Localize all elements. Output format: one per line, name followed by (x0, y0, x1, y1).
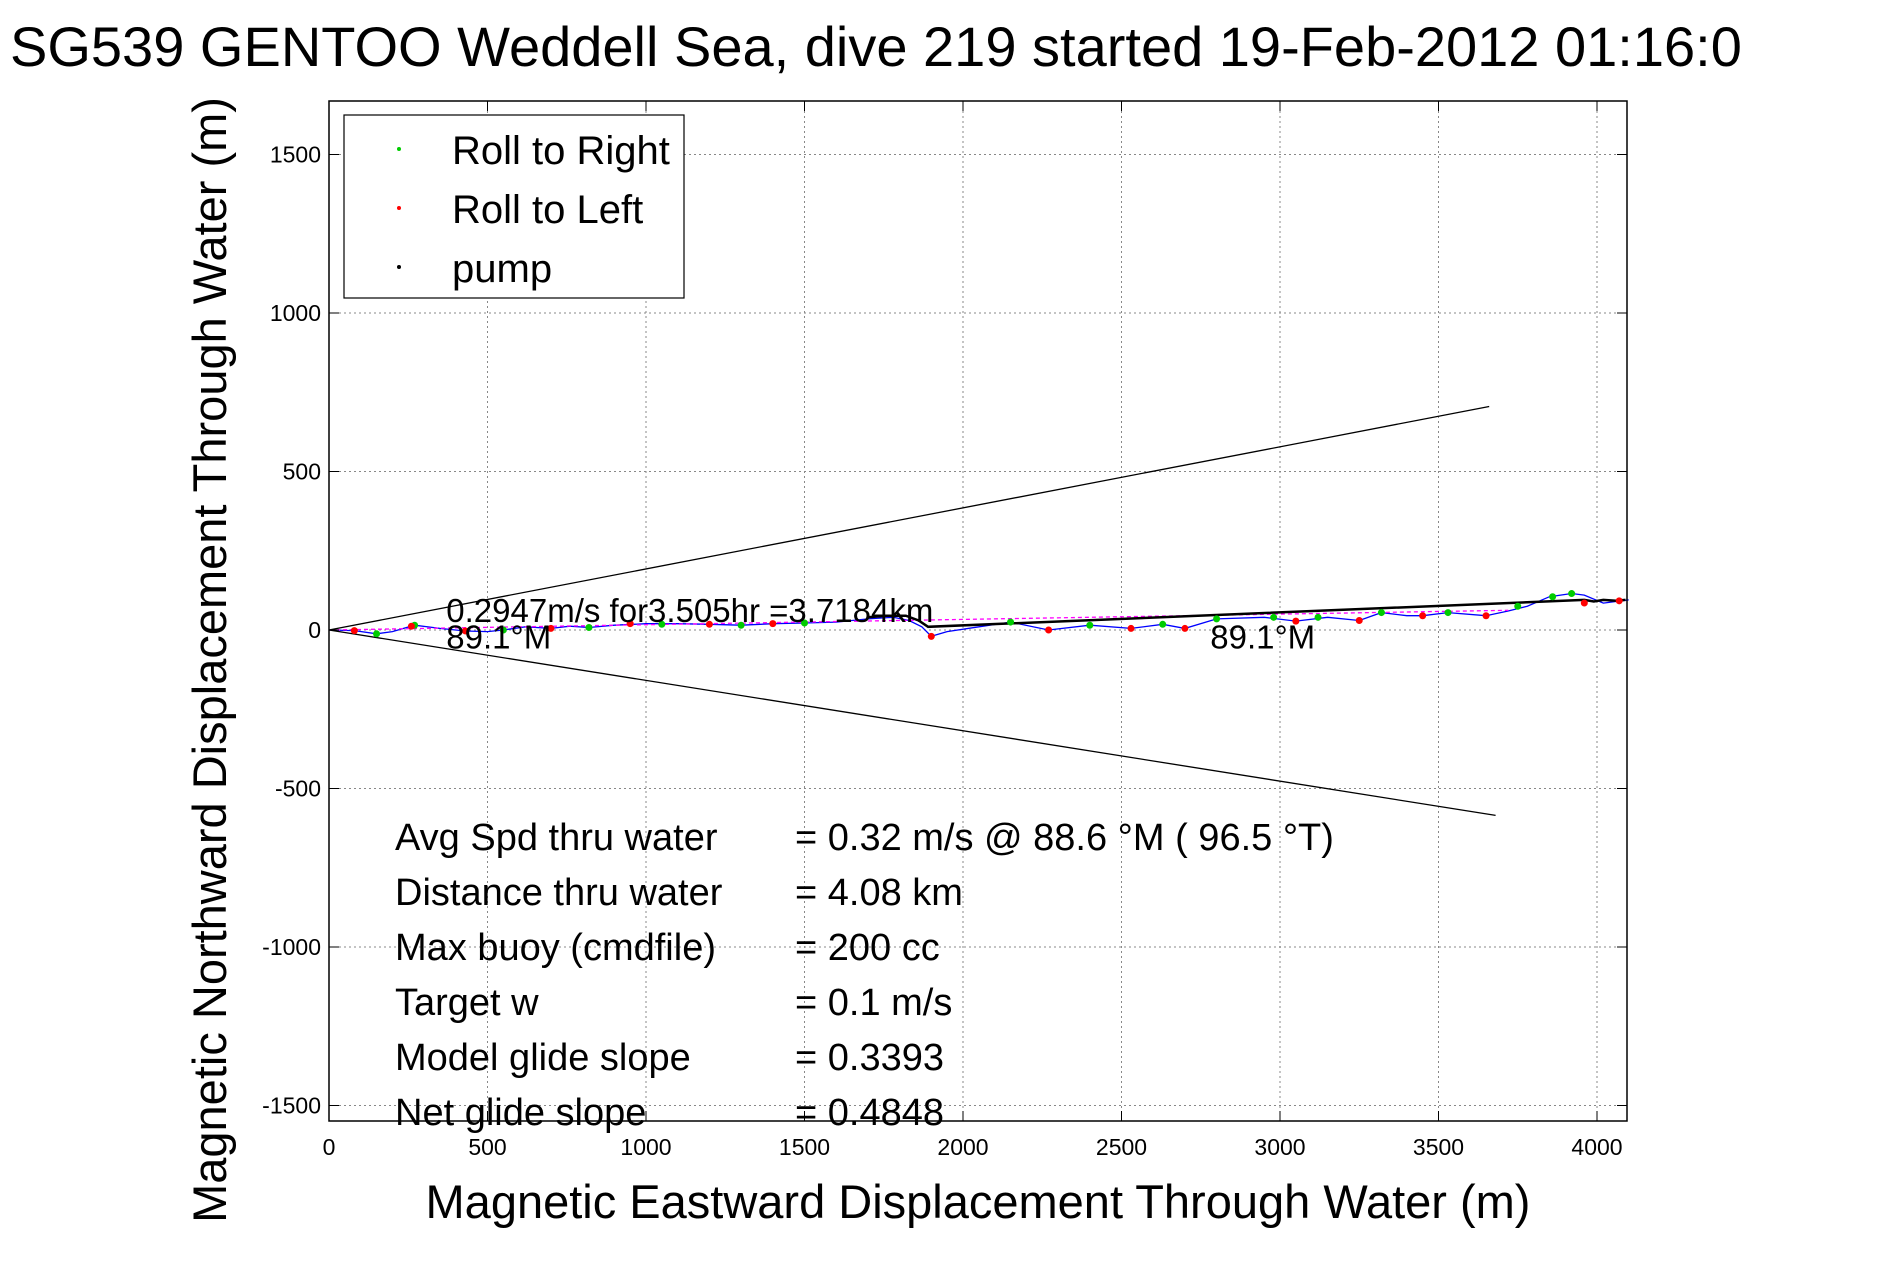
grid (329, 101, 1627, 1121)
roll-right-point (1159, 620, 1167, 628)
x-tick-label: 4000 (1571, 1134, 1622, 1160)
x-axis-label: Magnetic Eastward Displacement Through W… (426, 1175, 1531, 1228)
roll-right-point (1314, 613, 1322, 621)
points-layer (350, 590, 1623, 640)
stat-value: = 0.4848 (795, 1092, 944, 1134)
stat-label: Distance thru water (395, 872, 723, 914)
series-track (328, 592, 1629, 638)
y-tick-label: -1500 (262, 1093, 321, 1119)
annotation-text: 89.1°M (446, 618, 551, 655)
roll-left-point (626, 620, 634, 628)
roll-left-point (1419, 612, 1427, 620)
tick-labels: 0 500 1000 1500 2000 2500 3000 3500 4000 -1500 -10… (262, 142, 1622, 1161)
roll-right-point (1213, 615, 1221, 623)
roll-left-point (547, 624, 555, 632)
roll-right-point (658, 620, 666, 628)
roll-left-point (1292, 617, 1300, 625)
stat-value: = 4.08 km (795, 872, 963, 914)
x-tick-label: 1000 (620, 1134, 671, 1160)
plot-frame (328, 100, 1628, 1122)
x-tick-label: 2000 (937, 1134, 988, 1160)
roll-right-point (801, 619, 808, 627)
legend: Roll to Right Roll to Left pump (343, 114, 685, 299)
roll-left-point (1045, 626, 1053, 634)
legend-label: Roll to Left (452, 188, 643, 232)
x-tick-label: 3000 (1254, 1134, 1305, 1160)
stat-value: = 200 cc (795, 927, 940, 969)
roll-right-point (585, 623, 593, 631)
x-tick-label: 3500 (1413, 1134, 1464, 1160)
legend-marker (397, 265, 401, 269)
roll-left-point (1615, 597, 1623, 605)
legend-marker (397, 147, 401, 151)
roll-left-point (1127, 624, 1135, 632)
x-tick-label: 1500 (779, 1134, 830, 1160)
y-tick-label: -500 (275, 776, 321, 802)
roll-right-point (1007, 618, 1015, 626)
stat-value: = 0.1 m/s (795, 982, 952, 1024)
legend-marker (397, 206, 401, 210)
y-tick-label: 1500 (270, 142, 321, 168)
series-layer (328, 405, 1629, 817)
roll-right-point (1270, 613, 1278, 621)
x-tick-label: 0 (323, 1134, 336, 1160)
roll-left-point (1355, 616, 1363, 624)
y-tick-label: -1000 (262, 934, 321, 960)
series-cone-upper (328, 405, 1490, 631)
roll-right-point (1549, 593, 1557, 601)
roll-left-point (1482, 612, 1490, 620)
y-tick-label: 0 (308, 617, 321, 643)
roll-left-point (769, 620, 777, 628)
annotation-text: 89.1°M (1210, 618, 1315, 655)
roll-right-point (1514, 602, 1522, 610)
roll-left-point (461, 627, 469, 635)
roll-left-point (407, 622, 415, 630)
x-tick-label: 500 (468, 1134, 506, 1160)
roll-left-point (1181, 624, 1189, 632)
tick-marks (328, 101, 1627, 1121)
roll-left-point (1580, 599, 1588, 607)
stat-label: Target w (395, 982, 539, 1024)
chart-title: SG539 GENTOO Weddell Sea, dive 219 start… (10, 15, 1742, 78)
stat-label: Max buoy (cmdfile) (395, 927, 716, 969)
stat-label: Model glide slope (395, 1037, 691, 1079)
roll-left-point (350, 627, 358, 635)
roll-left-point (927, 632, 935, 640)
stats-box: Avg Spd thru water = 0.32 m/s @ 88.6 °M (… (395, 817, 1334, 1134)
roll-right-point (1444, 609, 1452, 617)
annotation-text: 0.2947m/s for3.505hr =3.7184km (446, 592, 933, 629)
roll-right-point (737, 621, 745, 629)
stat-label: Avg Spd thru water (395, 817, 718, 859)
roll-right-point (1086, 621, 1094, 629)
roll-left-point (705, 620, 713, 628)
roll-right-point (499, 626, 507, 634)
x-tick-label: 2500 (1096, 1134, 1147, 1160)
legend-label: pump (452, 247, 552, 291)
series-pump (867, 598, 1626, 629)
stat-label: Net glide slope (395, 1092, 646, 1134)
legend-label: Roll to Right (452, 129, 670, 173)
roll-right-point (373, 630, 381, 638)
y-axis-label: Magnetic Northward Displacement Through … (183, 97, 236, 1223)
roll-right-point (1568, 590, 1576, 598)
y-tick-label: 1000 (270, 300, 321, 326)
stat-value: = 0.3393 (795, 1037, 944, 1079)
stat-value: = 0.32 m/s @ 88.6 °M ( 96.5 °T) (795, 817, 1334, 859)
y-tick-label: 500 (283, 459, 321, 485)
roll-right-point (1377, 609, 1385, 617)
series-cone-lower (328, 629, 1496, 817)
